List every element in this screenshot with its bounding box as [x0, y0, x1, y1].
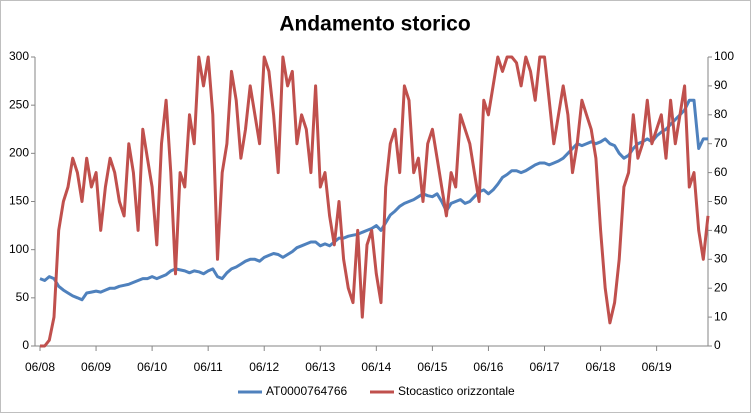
x-tick-label: 06/15 [417, 360, 447, 374]
y-tick-label: 100 [9, 242, 29, 256]
x-tick-label: 06/09 [81, 360, 111, 374]
y-tick-label: 0 [22, 338, 29, 352]
y2-tick-label: 20 [714, 280, 728, 294]
series-line [39, 98, 708, 302]
chart-title: Andamento storico [279, 13, 470, 36]
y2-tick-label: 10 [714, 309, 728, 323]
legend-label: Stocastico orizzontale [398, 384, 515, 398]
y-tick-label: 50 [16, 290, 30, 304]
x-tick-label: 06/17 [529, 360, 559, 374]
x-tick-label: 06/08 [25, 360, 55, 374]
x-tick-label: 06/14 [361, 360, 391, 374]
y2-tick-label: 30 [714, 251, 728, 265]
x-tick-label: 06/13 [305, 360, 335, 374]
x-tick-label: 06/18 [586, 360, 616, 374]
y-tick-label: 150 [9, 194, 29, 208]
series-line [40, 55, 710, 348]
y2-tick-label: 60 [714, 165, 728, 179]
x-tick-label: 06/19 [642, 360, 672, 374]
y2-tick-label: 90 [714, 78, 728, 92]
x-tick-label: 06/12 [249, 360, 279, 374]
x-tick-label: 06/16 [473, 360, 503, 374]
y2-tick-label: 50 [714, 194, 728, 208]
x-tick-label: 06/10 [137, 360, 167, 374]
y2-tick-label: 40 [714, 223, 728, 237]
y2-tick-label: 0 [714, 338, 721, 352]
y-tick-label: 200 [9, 146, 29, 160]
y-tick-label: 250 [9, 97, 29, 111]
y-tick-label: 300 [9, 49, 29, 63]
x-tick-label: 06/11 [194, 360, 223, 374]
y2-tick-label: 100 [714, 49, 734, 63]
y2-tick-label: 80 [714, 107, 728, 121]
legend-label: AT0000764766 [266, 384, 348, 398]
y2-tick-label: 70 [714, 136, 728, 150]
